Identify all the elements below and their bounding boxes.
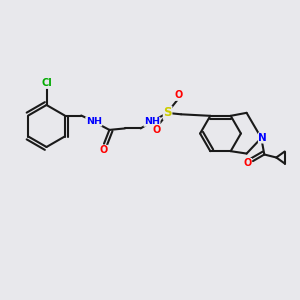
Text: O: O (153, 124, 161, 135)
Text: S: S (163, 106, 172, 119)
Text: O: O (99, 145, 107, 155)
Text: NH: NH (144, 117, 160, 126)
Text: NH: NH (86, 117, 102, 126)
Text: O: O (175, 90, 183, 100)
Text: Cl: Cl (41, 78, 52, 88)
Text: N: N (258, 133, 267, 143)
Text: O: O (243, 158, 252, 169)
